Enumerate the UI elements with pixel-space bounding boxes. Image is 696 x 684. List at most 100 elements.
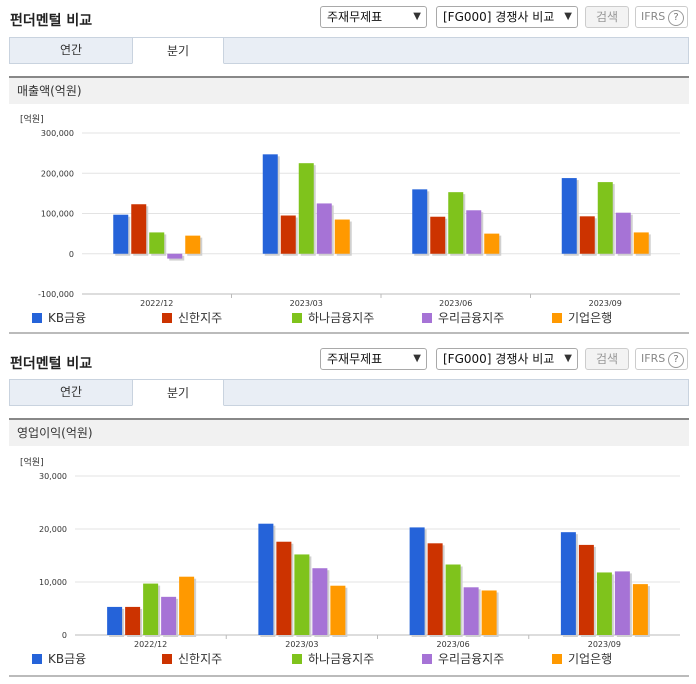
ifrs-help-button[interactable]: IFRS ? <box>635 348 688 370</box>
legend-swatch <box>292 313 302 323</box>
bar-woori-2023-06[interactable] <box>466 210 482 254</box>
tab-annual[interactable]: 연간 <box>59 385 83 399</box>
bar-kb-2023-03[interactable] <box>262 154 278 254</box>
y-tick-label: 20,000 <box>39 525 67 534</box>
tab-quarterly[interactable]: 분기 <box>132 379 224 406</box>
bar-shinhan-2023-09[interactable] <box>578 544 594 635</box>
legend-item-shinhan[interactable]: 신한지주 <box>162 310 222 326</box>
legend-item-hana[interactable]: 하나금융지주 <box>292 651 374 667</box>
bar-woori-2023-09[interactable] <box>614 571 630 635</box>
legend-swatch <box>32 654 42 664</box>
peer-select-value: [FG000] 경쟁사 비교 <box>443 10 555 24</box>
ifrs-label: IFRS <box>641 10 666 23</box>
y-tick-label: -100,000 <box>38 290 74 299</box>
chevron-down-icon: ▼ <box>564 11 572 22</box>
bar-hana-2022-12[interactable] <box>149 232 165 254</box>
chart-title: 매출액(억원) <box>9 76 689 104</box>
section-title: 펀더멘털 비교 <box>10 13 93 29</box>
legend-label: 기업은행 <box>568 311 613 325</box>
bar-ibk-2023-06[interactable] <box>481 590 497 635</box>
bar-ibk-2023-03[interactable] <box>334 219 350 254</box>
legend-item-kb[interactable]: KB금융 <box>32 310 86 326</box>
bar-hana-2023-09[interactable] <box>596 572 612 635</box>
bar-shinhan-2023-06[interactable] <box>427 543 443 635</box>
fundamental-panel-revenue: 펀더멘털 비교 주재무제표 ▼ [FG000] 경쟁사 비교 ▼ 검색 IFRS… <box>0 0 696 340</box>
chart-legend: KB금융 신한지주 하나금융지주 우리금융지주 기업은행 <box>0 310 696 326</box>
search-button[interactable]: 검색 <box>585 6 629 28</box>
bar-ibk-2023-06[interactable] <box>484 233 500 254</box>
bar-shinhan-2022-12[interactable] <box>131 204 147 254</box>
chevron-down-icon: ▼ <box>564 353 572 364</box>
bar-woori-2022-12[interactable] <box>161 596 177 635</box>
bar-woori-2023-03[interactable] <box>316 203 332 254</box>
legend-item-hana[interactable]: 하나금융지주 <box>292 310 374 326</box>
x-tick-label: 2023/06 <box>439 299 472 306</box>
operating-profit-chart: [억원] 30,000 20,000 10,000 0 2022/12 2023/03 202… <box>20 456 680 649</box>
bar-kb-2023-06[interactable] <box>409 527 425 635</box>
x-tick-label: 2023/06 <box>437 640 470 649</box>
ifrs-help-button[interactable]: IFRS ? <box>635 6 688 28</box>
x-tick-label: 2023/09 <box>588 640 621 649</box>
section-title: 펀더멘털 비교 <box>10 356 93 372</box>
statement-select[interactable]: 주재무제표 ▼ <box>320 6 427 28</box>
chart-legend: KB금융 신한지주 하나금융지주 우리금융지주 기업은행 <box>0 651 696 667</box>
legend-swatch <box>292 654 302 664</box>
legend-swatch <box>422 654 432 664</box>
legend-swatch <box>552 313 562 323</box>
y-tick-label: 0 <box>69 250 74 259</box>
bar-shinhan-2023-03[interactable] <box>276 541 292 635</box>
legend-swatch <box>552 654 562 664</box>
fundamental-panel-operating-profit: 펀더멘털 비교 주재무제표 ▼ [FG000] 경쟁사 비교 ▼ 검색 IFRS… <box>0 342 696 684</box>
legend-label: KB금융 <box>48 311 87 325</box>
tab-quarterly[interactable]: 분기 <box>132 37 224 64</box>
bar-hana-2023-06[interactable] <box>445 564 461 635</box>
bar-hana-2023-03[interactable] <box>294 554 310 635</box>
bar-kb-2022-12[interactable] <box>107 606 123 635</box>
bar-hana-2023-09[interactable] <box>597 182 613 254</box>
legend-item-ibk[interactable]: 기업은행 <box>552 310 612 326</box>
bar-hana-2022-12[interactable] <box>143 583 159 635</box>
bar-woori-2023-03[interactable] <box>312 568 328 635</box>
revenue-chart: [억원] 300,000 200,000 100,000 0 -100,000 2022/1… <box>20 113 680 306</box>
ifrs-label: IFRS <box>641 352 666 365</box>
tab-annual[interactable]: 연간 <box>59 43 83 57</box>
legend-label: KB금융 <box>48 652 87 666</box>
statement-select[interactable]: 주재무제표 ▼ <box>320 348 427 370</box>
peer-select[interactable]: [FG000] 경쟁사 비교 ▼ <box>436 6 578 28</box>
bar-hana-2023-03[interactable] <box>298 163 314 254</box>
bar-kb-2022-12[interactable] <box>113 214 129 254</box>
legend-label: 우리금융지주 <box>438 311 505 325</box>
bar-ibk-2023-03[interactable] <box>330 585 346 635</box>
bar-woori-2022-12[interactable] <box>167 253 183 259</box>
bar-kb-2023-03[interactable] <box>258 523 274 635</box>
y-tick-label: 30,000 <box>39 472 67 481</box>
bar-kb-2023-09[interactable] <box>561 178 577 254</box>
peer-select[interactable]: [FG000] 경쟁사 비교 ▼ <box>436 348 578 370</box>
legend-item-woori[interactable]: 우리금융지주 <box>422 651 504 667</box>
legend-item-ibk[interactable]: 기업은행 <box>552 651 612 667</box>
bar-ibk-2022-12[interactable] <box>179 576 195 635</box>
divider <box>9 332 689 334</box>
legend-item-woori[interactable]: 우리금융지주 <box>422 310 504 326</box>
x-tick-label: 2023/03 <box>290 299 323 306</box>
chevron-down-icon: ▼ <box>413 11 421 22</box>
x-tick-label: 2022/12 <box>134 640 167 649</box>
help-icon: ? <box>668 352 684 368</box>
x-tick-label: 2023/03 <box>285 640 318 649</box>
search-button[interactable]: 검색 <box>585 348 629 370</box>
legend-item-shinhan[interactable]: 신한지주 <box>162 651 222 667</box>
bar-shinhan-2023-03[interactable] <box>280 215 296 254</box>
legend-label: 신한지주 <box>178 311 223 325</box>
bar-woori-2023-09[interactable] <box>615 212 631 254</box>
bar-hana-2023-06[interactable] <box>448 192 464 254</box>
bar-ibk-2023-09[interactable] <box>633 232 649 254</box>
bar-kb-2023-09[interactable] <box>560 532 576 635</box>
bar-kb-2023-06[interactable] <box>412 189 428 254</box>
bar-shinhan-2023-06[interactable] <box>430 216 446 254</box>
bar-shinhan-2023-09[interactable] <box>579 216 595 254</box>
bar-ibk-2023-09[interactable] <box>632 584 648 635</box>
bar-shinhan-2022-12[interactable] <box>125 606 141 635</box>
bar-woori-2023-06[interactable] <box>463 587 479 635</box>
legend-item-kb[interactable]: KB금융 <box>32 651 86 667</box>
bar-ibk-2022-12[interactable] <box>185 235 201 254</box>
